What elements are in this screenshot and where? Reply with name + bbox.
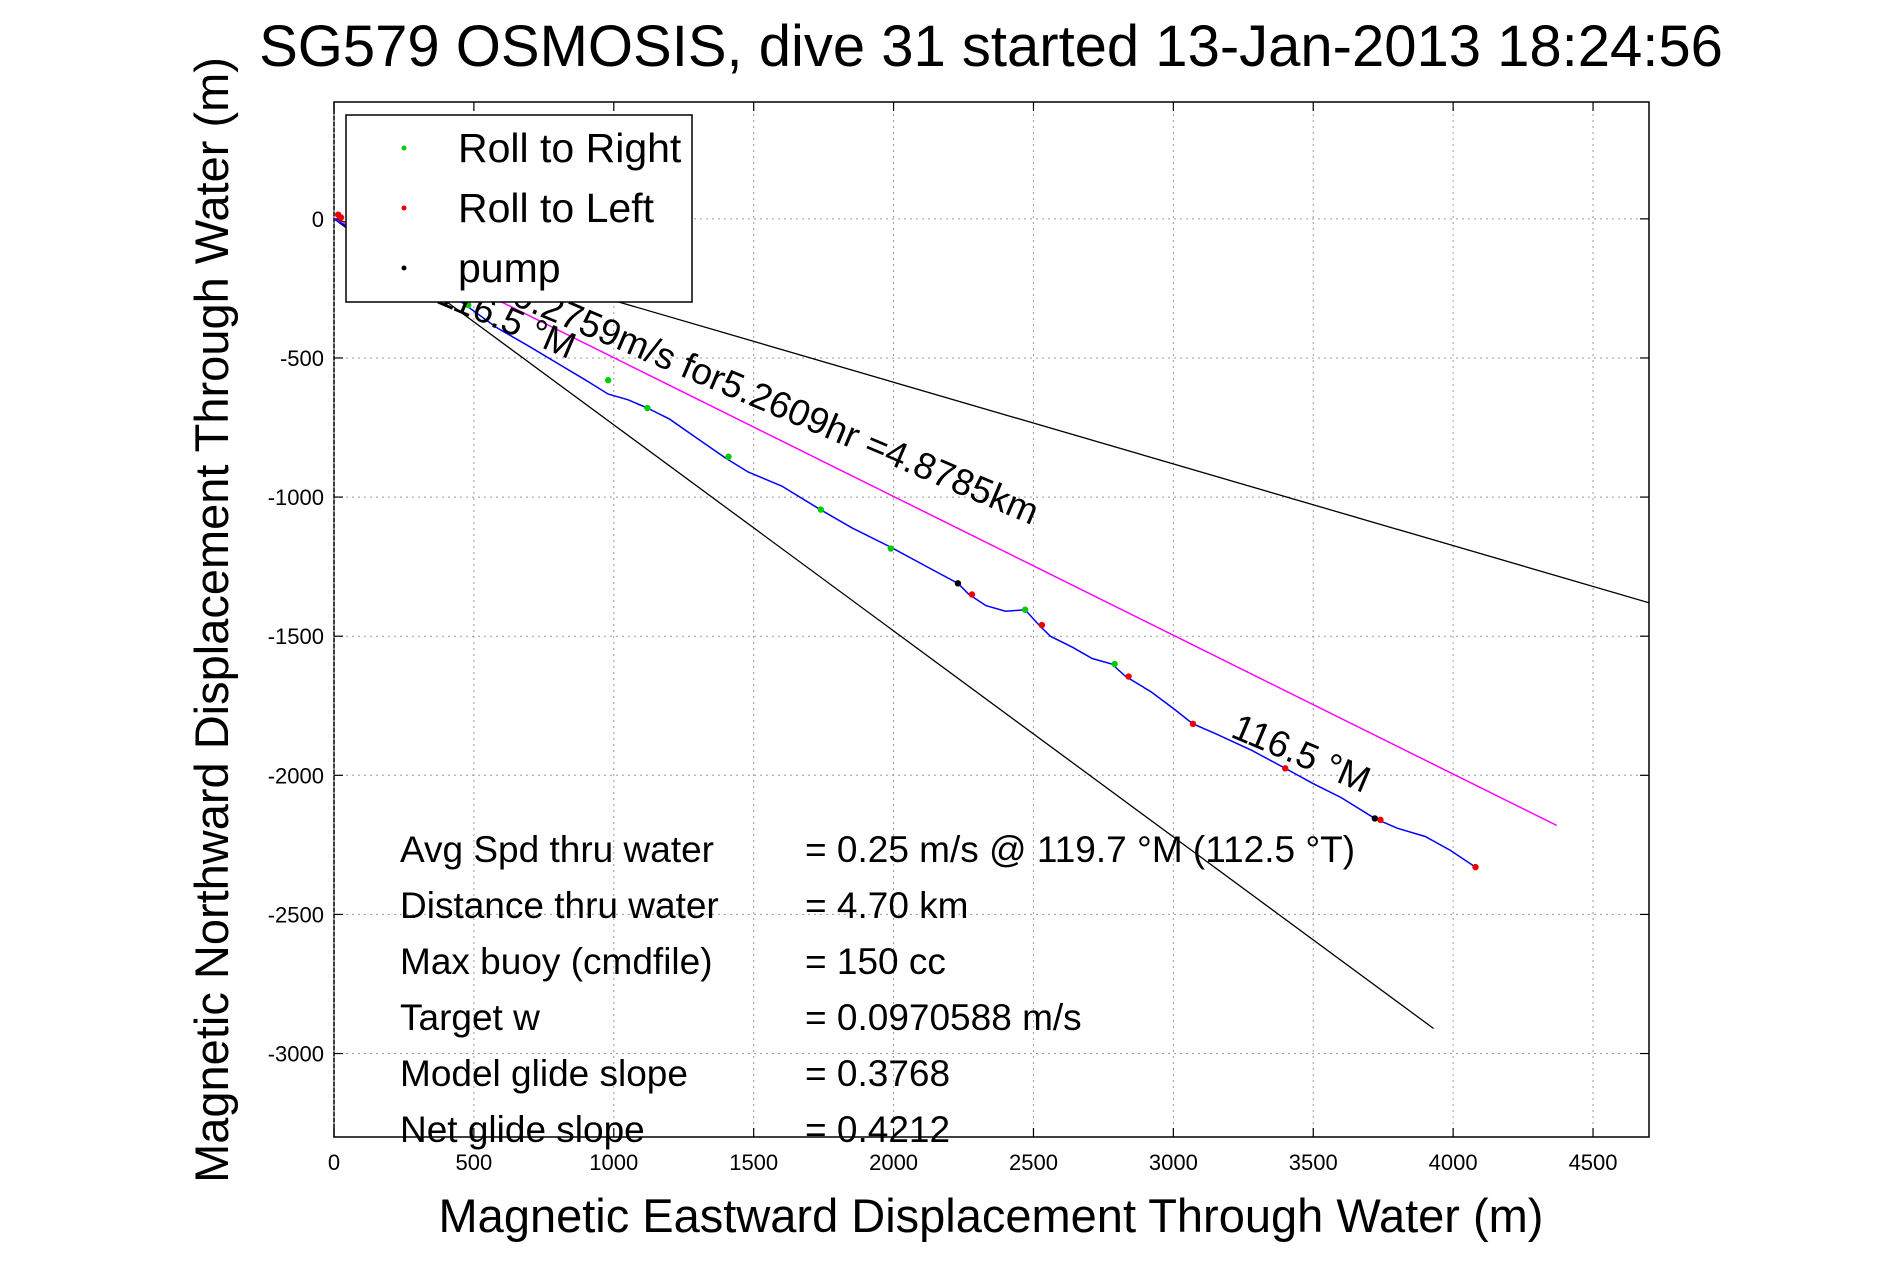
chart-title: SG579 OSMOSIS, dive 31 started 13-Jan-20… (259, 14, 1723, 79)
legend-label: pump (458, 245, 561, 291)
stat-label: Max buoy (cmdfile) (400, 941, 713, 982)
stat-label: Model glide slope (400, 1053, 688, 1094)
marker-roll-left (1125, 673, 1132, 680)
x-tick-label: 4500 (1569, 1150, 1618, 1175)
marker-roll-left (968, 591, 976, 598)
track-line (334, 218, 1476, 868)
marker-pump (954, 580, 962, 587)
legend-label: Roll to Right (458, 125, 682, 171)
marker-roll-right (1111, 660, 1118, 668)
y-tick-label: -2000 (268, 763, 324, 788)
x-tick-label: 4000 (1429, 1150, 1478, 1175)
marker-roll-right (887, 545, 894, 552)
x-tick-label: 3500 (1289, 1150, 1338, 1175)
marker-pump (1371, 815, 1379, 822)
stat-value: = 0.25 m/s @ 119.7 °M (112.5 °T) (805, 829, 1355, 870)
x-axis-label: Magnetic Eastward Displacement Through W… (439, 1189, 1544, 1242)
ideal-course-line (334, 218, 1558, 827)
y-tick-label: 0 (312, 207, 324, 232)
y-tick-label: -1000 (268, 485, 324, 510)
marker-roll-left (1282, 765, 1289, 772)
bound-line (334, 218, 1434, 1030)
x-tick-label: 2500 (1009, 1150, 1058, 1175)
y-tick-label: -1500 (268, 624, 324, 649)
roll-markers (334, 211, 1479, 871)
stat-value: = 0.3768 (805, 1053, 950, 1094)
marker-roll-left (1377, 816, 1384, 824)
legend-marker (401, 145, 407, 151)
stat-label: Avg Spd thru water (400, 829, 714, 870)
stat-value: = 150 cc (805, 941, 946, 982)
marker-roll-right (1021, 606, 1029, 613)
x-tick-label: 0 (328, 1150, 340, 1175)
marker-roll-right (817, 506, 825, 513)
dive-statistics: Avg Spd thru water = 0.25 m/s @ 119.7 °M … (400, 829, 1355, 1150)
glider-track (334, 218, 1476, 868)
stat-label: Distance thru water (400, 885, 719, 926)
axis-ticks: 0 500 1000 1500 2000 2500 3000 3500 4000 4500 0 -50… (268, 102, 1649, 1175)
legend-marker (401, 265, 407, 271)
marker-roll-right (465, 301, 472, 309)
x-tick-label: 2000 (869, 1150, 918, 1175)
stat-value: = 4.70 km (805, 885, 969, 926)
legend: Roll to Right Roll to Left pump (345, 114, 693, 303)
y-tick-label: -3000 (268, 1042, 324, 1067)
x-tick-label: 1500 (729, 1150, 778, 1175)
stat-value: = 0.0970588 m/s (805, 997, 1082, 1038)
marker-roll-left (1472, 863, 1479, 871)
y-tick-label: -2500 (268, 902, 324, 927)
stat-label: Target w (400, 997, 540, 1038)
y-tick-label: -500 (280, 346, 324, 371)
legend-marker (401, 205, 407, 211)
stat-label: Net glide slope (400, 1109, 645, 1150)
legend-label: Roll to Left (458, 185, 655, 231)
ideal-line (334, 218, 1558, 827)
marker-roll-right (604, 377, 612, 384)
marker-roll-left (1038, 621, 1046, 629)
x-tick-label: 500 (456, 1150, 493, 1175)
y-axis-label: Magnetic Northward Displacement Through … (185, 57, 238, 1183)
marker-roll-left (337, 214, 345, 221)
x-tick-label: 3000 (1149, 1150, 1198, 1175)
marker-roll-left (1189, 720, 1197, 728)
marker-roll-right (644, 404, 651, 412)
stat-value: = 0.4212 (805, 1109, 950, 1150)
plot-content (334, 211, 1649, 1030)
marker-roll-right (725, 453, 732, 460)
x-tick-label: 1000 (589, 1150, 638, 1175)
